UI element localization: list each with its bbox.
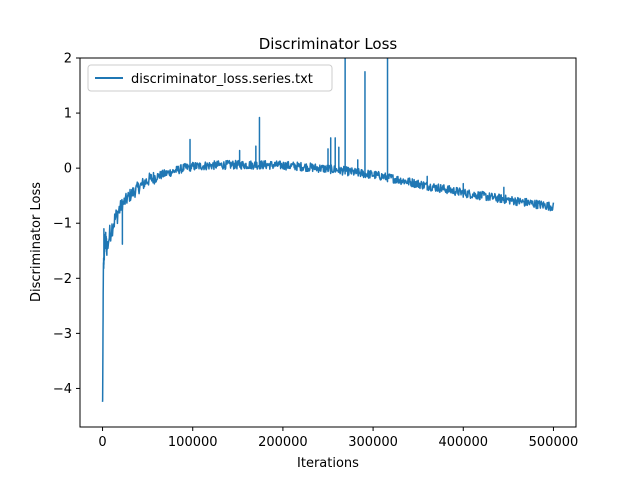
x-tick-label: 500000: [529, 435, 579, 450]
y-tick-label: 2: [64, 52, 72, 67]
x-axis: 0 100000 200000 300000 400000 500000: [98, 427, 578, 450]
plot-frame: [79, 57, 577, 428]
x-tick-label: 100000: [168, 435, 218, 450]
y-tick-label: −4: [53, 382, 72, 397]
y-axis-label: Discriminator Loss: [29, 182, 44, 302]
legend-entry-discriminator-loss: discriminator_loss.series.txt: [131, 72, 313, 87]
series-line-discriminator-loss: [101, 58, 555, 402]
y-axis: −4 −3 −2 −1 0 1 2: [53, 52, 80, 397]
y-tick-label: 0: [64, 162, 72, 177]
x-axis-label: Iterations: [297, 456, 359, 471]
y-tick-label: −3: [53, 327, 72, 342]
x-tick-label: 200000: [258, 435, 308, 450]
y-tick-label: −1: [53, 217, 72, 232]
x-tick-label: 0: [98, 435, 106, 450]
x-tick-label: 400000: [438, 435, 488, 450]
y-tick-label: 1: [64, 107, 72, 122]
chart-title: Discriminator Loss: [259, 35, 398, 53]
x-tick-label: 300000: [348, 435, 398, 450]
legend-box: [87, 64, 333, 92]
y-tick-label: −2: [53, 272, 72, 287]
plot-area: [79, 57, 577, 428]
series-group: [101, 58, 555, 402]
legend: discriminator_loss.series.txt: [87, 64, 333, 92]
